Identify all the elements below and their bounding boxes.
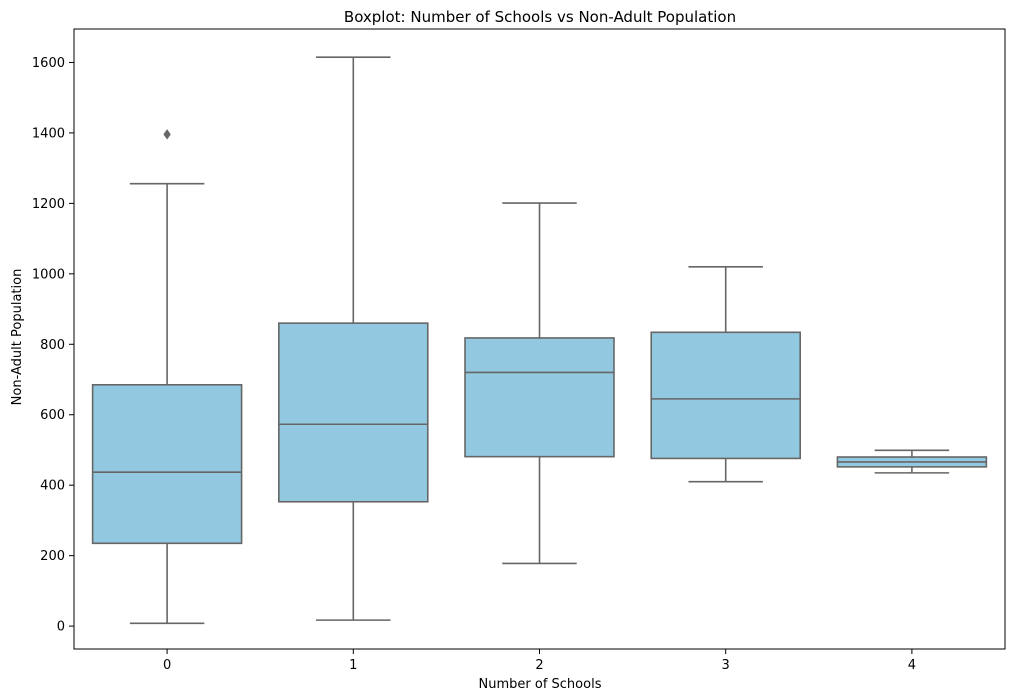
box-group-4: [836, 449, 988, 474]
box-group-1: [278, 56, 429, 621]
y-tick-label-1400: 1400: [32, 126, 65, 141]
plot-frame: [73, 28, 1006, 650]
box-group-2: [464, 202, 615, 565]
box-group-0: [91, 129, 243, 625]
x-tick-label-0: 0: [163, 658, 171, 673]
x-tick-label-2: 2: [535, 658, 543, 673]
x-tick-label-3: 3: [722, 658, 730, 673]
axes: 0 1 2 3 4 0 200 400 600 800 1000 1200 1400 1600: [32, 28, 1006, 673]
box-group-3: [650, 265, 801, 483]
y-tick-label-800: 800: [40, 338, 65, 353]
plot-area: [91, 56, 988, 625]
x-tick-label-1: 1: [349, 658, 357, 673]
y-tick-label-600: 600: [40, 408, 65, 423]
box-1: [278, 322, 429, 503]
y-axis-title: Non-Adult Population: [10, 269, 25, 406]
y-tick-label-1000: 1000: [32, 267, 65, 282]
y-tick-label-1200: 1200: [32, 197, 65, 212]
y-tick-label-400: 400: [40, 479, 65, 494]
box-3: [650, 331, 801, 460]
box-2: [464, 337, 615, 458]
y-tick-label-1600: 1600: [32, 56, 65, 71]
chart-title: Boxplot: Number of Schools vs Non-Adult …: [344, 8, 736, 26]
y-tick-label-0: 0: [57, 620, 65, 635]
x-axis-title: Number of Schools: [479, 677, 602, 692]
y-tick-label-200: 200: [40, 549, 65, 564]
outlier-point-0-0: [163, 129, 171, 140]
x-tick-label-4: 4: [908, 658, 916, 673]
box-0: [91, 383, 243, 545]
